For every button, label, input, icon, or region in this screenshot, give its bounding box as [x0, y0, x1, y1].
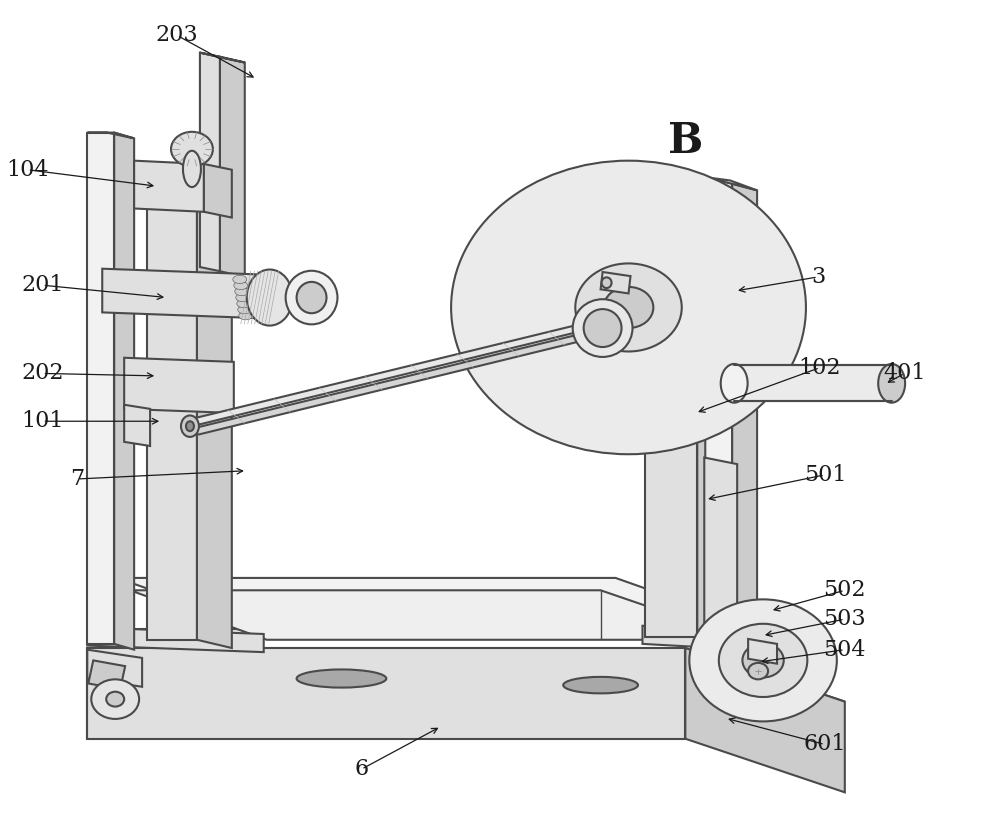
Ellipse shape [563, 676, 638, 693]
Polygon shape [697, 213, 732, 646]
Polygon shape [87, 648, 685, 738]
Polygon shape [200, 53, 220, 271]
Ellipse shape [237, 300, 251, 308]
Text: 6: 6 [354, 758, 368, 781]
Polygon shape [220, 57, 245, 277]
Polygon shape [704, 458, 737, 660]
Polygon shape [748, 639, 777, 663]
Polygon shape [87, 133, 134, 139]
Text: 7: 7 [70, 468, 84, 490]
Ellipse shape [878, 364, 905, 403]
Circle shape [91, 679, 139, 719]
Polygon shape [87, 648, 845, 701]
Circle shape [604, 287, 653, 328]
Polygon shape [147, 166, 232, 178]
Ellipse shape [234, 282, 248, 290]
Text: B: B [668, 120, 703, 162]
Polygon shape [601, 272, 631, 293]
Circle shape [719, 624, 807, 697]
Ellipse shape [247, 269, 293, 325]
Circle shape [451, 161, 806, 454]
Circle shape [689, 600, 837, 721]
Text: 203: 203 [156, 24, 198, 46]
Ellipse shape [181, 415, 199, 437]
Circle shape [106, 691, 124, 706]
Ellipse shape [239, 311, 253, 320]
Polygon shape [616, 629, 760, 639]
Text: 104: 104 [6, 159, 49, 181]
Polygon shape [117, 629, 616, 639]
Ellipse shape [235, 287, 249, 296]
Polygon shape [87, 628, 264, 653]
Polygon shape [705, 177, 732, 641]
Text: 502: 502 [824, 579, 866, 601]
Polygon shape [642, 626, 762, 651]
Polygon shape [124, 405, 150, 446]
Polygon shape [124, 358, 234, 413]
Text: 101: 101 [21, 411, 64, 432]
Polygon shape [197, 169, 232, 648]
Circle shape [748, 662, 768, 679]
Polygon shape [134, 161, 204, 211]
Text: 503: 503 [823, 608, 866, 630]
Polygon shape [705, 177, 757, 190]
Polygon shape [87, 650, 142, 686]
Ellipse shape [297, 669, 386, 687]
Polygon shape [114, 133, 134, 650]
Ellipse shape [186, 421, 194, 431]
Ellipse shape [171, 132, 213, 167]
Polygon shape [204, 164, 232, 217]
Ellipse shape [236, 293, 250, 301]
Polygon shape [182, 330, 611, 434]
Text: 401: 401 [883, 363, 926, 384]
Text: 601: 601 [804, 733, 846, 756]
Polygon shape [87, 133, 114, 644]
Text: 504: 504 [824, 638, 866, 661]
Ellipse shape [286, 271, 337, 325]
Polygon shape [182, 320, 611, 425]
Text: 201: 201 [21, 274, 64, 297]
Ellipse shape [721, 364, 748, 403]
Ellipse shape [297, 282, 327, 313]
Polygon shape [130, 591, 745, 640]
Text: 202: 202 [21, 363, 64, 384]
Polygon shape [645, 209, 732, 221]
Polygon shape [102, 268, 260, 318]
Polygon shape [147, 169, 197, 640]
Polygon shape [200, 53, 245, 63]
Text: 102: 102 [799, 357, 841, 378]
Polygon shape [685, 648, 845, 792]
Polygon shape [88, 660, 125, 689]
Ellipse shape [233, 275, 247, 283]
Circle shape [742, 643, 784, 677]
Text: 3: 3 [811, 266, 825, 288]
Ellipse shape [584, 309, 622, 347]
Polygon shape [645, 213, 697, 638]
Polygon shape [117, 578, 760, 629]
Ellipse shape [573, 299, 633, 357]
Ellipse shape [183, 151, 201, 187]
Polygon shape [734, 365, 892, 401]
Ellipse shape [238, 306, 252, 314]
Ellipse shape [602, 278, 612, 288]
Circle shape [575, 263, 682, 352]
Polygon shape [732, 183, 757, 648]
Text: 501: 501 [804, 464, 846, 486]
